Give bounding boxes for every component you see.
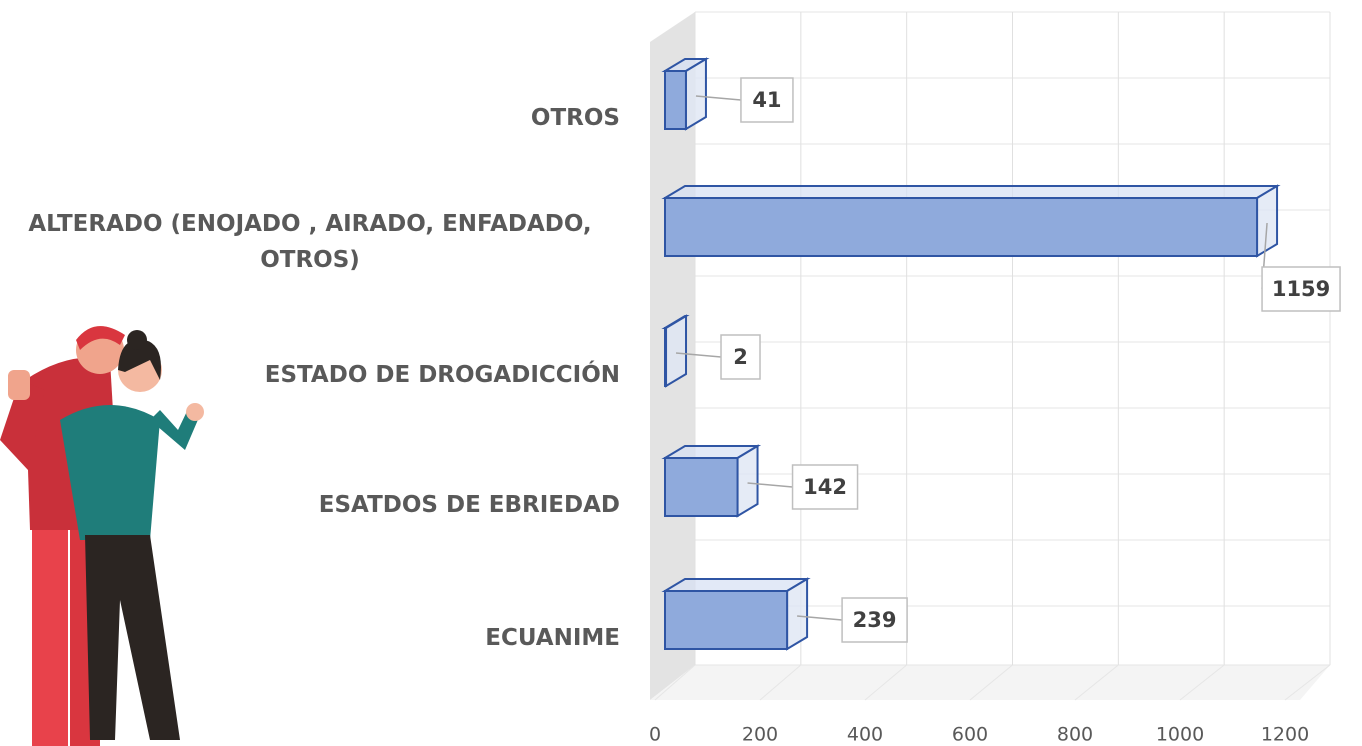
value-label: 2: [733, 345, 748, 369]
x-tick-label: 1000: [1156, 724, 1204, 746]
bar-front: [664, 590, 789, 650]
x-tick-label: 600: [952, 724, 988, 746]
category-label: ESATDOS DE EBRIEDAD: [318, 492, 620, 518]
x-tick-label: 800: [1057, 724, 1093, 746]
floor-grid-line: [1074, 664, 1119, 701]
value-label-box: [791, 464, 859, 510]
bar-end: [786, 577, 809, 651]
floor-grid-line: [654, 664, 696, 701]
value-label: 1159: [1272, 277, 1330, 301]
x-tick-label: 1200: [1261, 724, 1309, 746]
bar-front: [664, 70, 687, 130]
x-tick-label: 400: [847, 724, 883, 746]
bar-end: [665, 314, 688, 388]
bar-end: [736, 444, 759, 518]
floor-grid-line: [864, 664, 907, 701]
bar: 2: [661, 314, 761, 388]
value-label: 41: [752, 88, 781, 112]
bar: 239: [661, 577, 908, 651]
bar-top: [661, 578, 811, 592]
leader-line: [797, 615, 843, 621]
value-label-box: [740, 77, 794, 123]
x-tick-label: 0: [649, 724, 661, 746]
category-label: ECUANIME: [485, 625, 620, 651]
illustration: [0, 326, 204, 746]
x-tick-label: 200: [742, 724, 778, 746]
bar: 41: [661, 57, 794, 131]
value-label-box: [1261, 266, 1341, 312]
category-label: ALTERADO (ENOJADO , AIRADO, ENFADADO, OT…: [28, 211, 592, 273]
bar-front: [664, 457, 739, 517]
category-label: OTROS: [530, 105, 620, 131]
leader-line: [695, 95, 742, 101]
value-label: 239: [853, 608, 897, 632]
bars: 41 1159 2 142 239: [661, 57, 1341, 651]
value-label-box: [841, 597, 908, 643]
leader-line: [675, 352, 722, 358]
bar-front: [664, 327, 668, 387]
bar-front: [664, 197, 1259, 257]
bar-end: [684, 57, 707, 131]
leader-line: [747, 482, 793, 488]
floor-grid-line: [1284, 664, 1331, 701]
value-label-box: [720, 334, 761, 380]
category-label: ESTADO DE DROGADICCIÓN: [264, 362, 620, 388]
value-label: 142: [803, 475, 847, 499]
bar-end: [1256, 184, 1279, 258]
floor-grid-line: [759, 664, 802, 701]
floor-grid-line: [969, 664, 1013, 701]
bar-top: [661, 185, 1281, 199]
floor-grid-line: [1179, 664, 1225, 701]
bar: 1159: [661, 184, 1341, 312]
floor: [650, 665, 1330, 700]
bar: 142: [661, 444, 859, 518]
